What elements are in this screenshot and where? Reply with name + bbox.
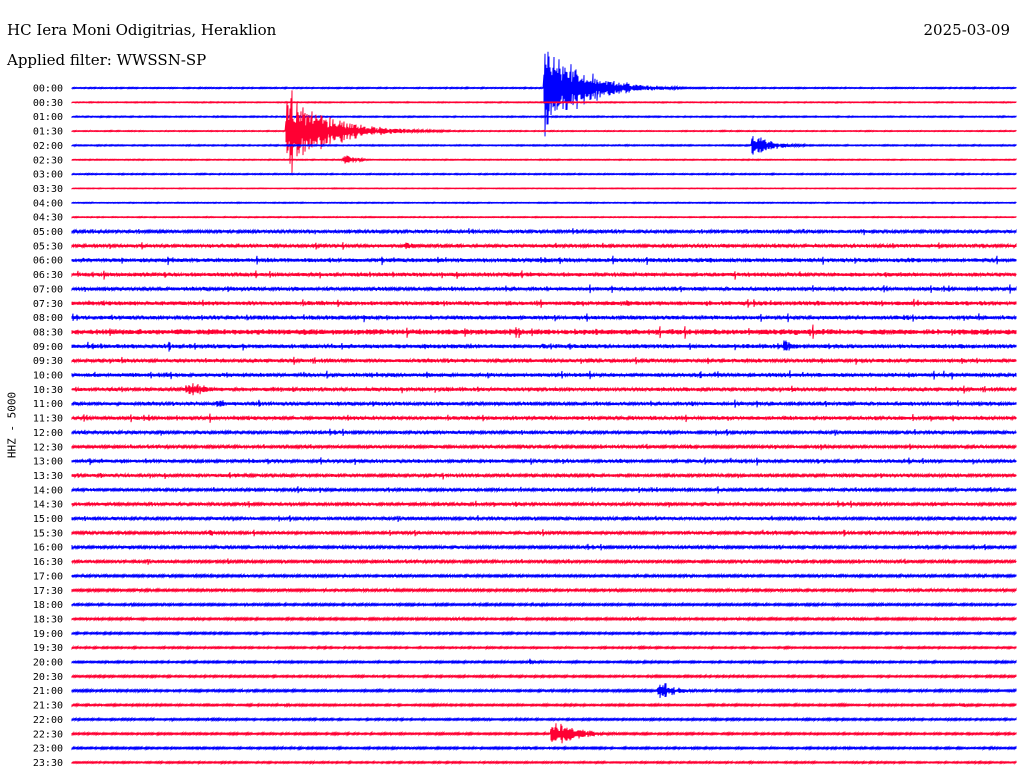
date-label: 2025-03-09 xyxy=(923,21,1010,39)
time-label-1700: 17:00 xyxy=(33,571,63,582)
time-label-0600: 06:00 xyxy=(33,256,63,267)
time-label-1800: 18:00 xyxy=(33,600,63,611)
time-label-1330: 13:30 xyxy=(33,471,63,482)
time-label-1100: 11:00 xyxy=(33,399,63,410)
time-label-1830: 18:30 xyxy=(33,614,63,625)
time-label-1000: 10:00 xyxy=(33,371,63,382)
time-label-2300: 23:00 xyxy=(33,744,63,755)
time-label-0400: 04:00 xyxy=(33,198,63,209)
trace-row-0930 xyxy=(71,356,1017,365)
trace-row-1500 xyxy=(71,515,1017,523)
trace-row-1630 xyxy=(71,558,1017,565)
trace-row-0730 xyxy=(71,298,1017,308)
time-label-1300: 13:00 xyxy=(33,457,63,468)
time-label-0100: 01:00 xyxy=(33,112,63,123)
time-label-1630: 16:30 xyxy=(33,557,63,568)
trace-row-0600 xyxy=(71,255,1017,266)
time-label-2230: 22:30 xyxy=(33,729,63,740)
trace-row-1000 xyxy=(71,370,1017,380)
time-label-0500: 05:00 xyxy=(33,227,63,238)
time-tick-labels: 00:00 00:30 01:00 01:30 02:00 02:30 03:00 03:30… xyxy=(33,84,63,769)
time-label-2100: 21:00 xyxy=(33,686,63,697)
trace-row-0630 xyxy=(71,270,1017,280)
time-label-0900: 09:00 xyxy=(33,342,63,353)
time-label-0730: 07:30 xyxy=(33,299,63,310)
time-label-1600: 16:00 xyxy=(33,543,63,554)
trace-row-1100 xyxy=(71,399,1017,408)
time-label-0800: 08:00 xyxy=(33,313,63,324)
trace-row-1030 xyxy=(71,383,1017,396)
trace-row-0000 xyxy=(71,51,1017,137)
time-label-1200: 12:00 xyxy=(33,428,63,439)
trace-row-1430 xyxy=(71,500,1017,508)
time-label-1930: 19:30 xyxy=(33,643,63,654)
station-title: HC Iera Moni Odigitrias, Heraklion xyxy=(7,21,277,39)
time-label-0230: 02:30 xyxy=(33,155,63,166)
time-label-1730: 17:30 xyxy=(33,586,63,597)
trace-row-1400 xyxy=(71,486,1017,494)
trace-row-2100 xyxy=(71,683,1017,699)
time-label-0700: 07:00 xyxy=(33,284,63,295)
trace-row-1330 xyxy=(71,472,1017,480)
time-label-0200: 02:00 xyxy=(33,141,63,152)
time-label-1900: 19:00 xyxy=(33,629,63,640)
time-label-1230: 12:30 xyxy=(33,442,63,453)
filter-label: Applied filter: WWSSN-SP xyxy=(7,51,207,69)
trace-row-1230 xyxy=(71,443,1017,451)
time-label-0000: 00:00 xyxy=(33,84,63,95)
trace-row-0900 xyxy=(71,340,1017,352)
time-label-1530: 15:30 xyxy=(33,528,63,539)
time-label-1500: 15:00 xyxy=(33,514,63,525)
time-label-0430: 04:30 xyxy=(33,213,63,224)
time-label-2330: 23:30 xyxy=(33,758,63,769)
time-label-0300: 03:00 xyxy=(33,170,63,181)
trace-row-0700 xyxy=(71,284,1017,294)
time-label-0630: 06:30 xyxy=(33,270,63,281)
time-label-1430: 14:30 xyxy=(33,500,63,511)
time-label-0930: 09:30 xyxy=(33,356,63,367)
trace-row-1530 xyxy=(71,529,1017,537)
trace-row-1200 xyxy=(71,428,1017,437)
time-label-1130: 11:30 xyxy=(33,414,63,425)
time-label-0830: 08:30 xyxy=(33,327,63,338)
trace-row-0830 xyxy=(71,324,1017,339)
time-label-0130: 01:30 xyxy=(33,127,63,138)
time-label-1030: 10:30 xyxy=(33,385,63,396)
trace-group xyxy=(71,51,1017,766)
time-label-1400: 14:00 xyxy=(33,485,63,496)
time-label-2000: 20:00 xyxy=(33,658,63,669)
trace-row-0530 xyxy=(71,242,1017,250)
time-label-0030: 00:30 xyxy=(33,98,63,109)
time-label-0330: 03:30 xyxy=(33,184,63,195)
time-label-2200: 22:00 xyxy=(33,715,63,726)
time-label-2030: 20:30 xyxy=(33,672,63,683)
time-label-2130: 21:30 xyxy=(33,701,63,712)
time-label-0530: 05:30 xyxy=(33,241,63,252)
